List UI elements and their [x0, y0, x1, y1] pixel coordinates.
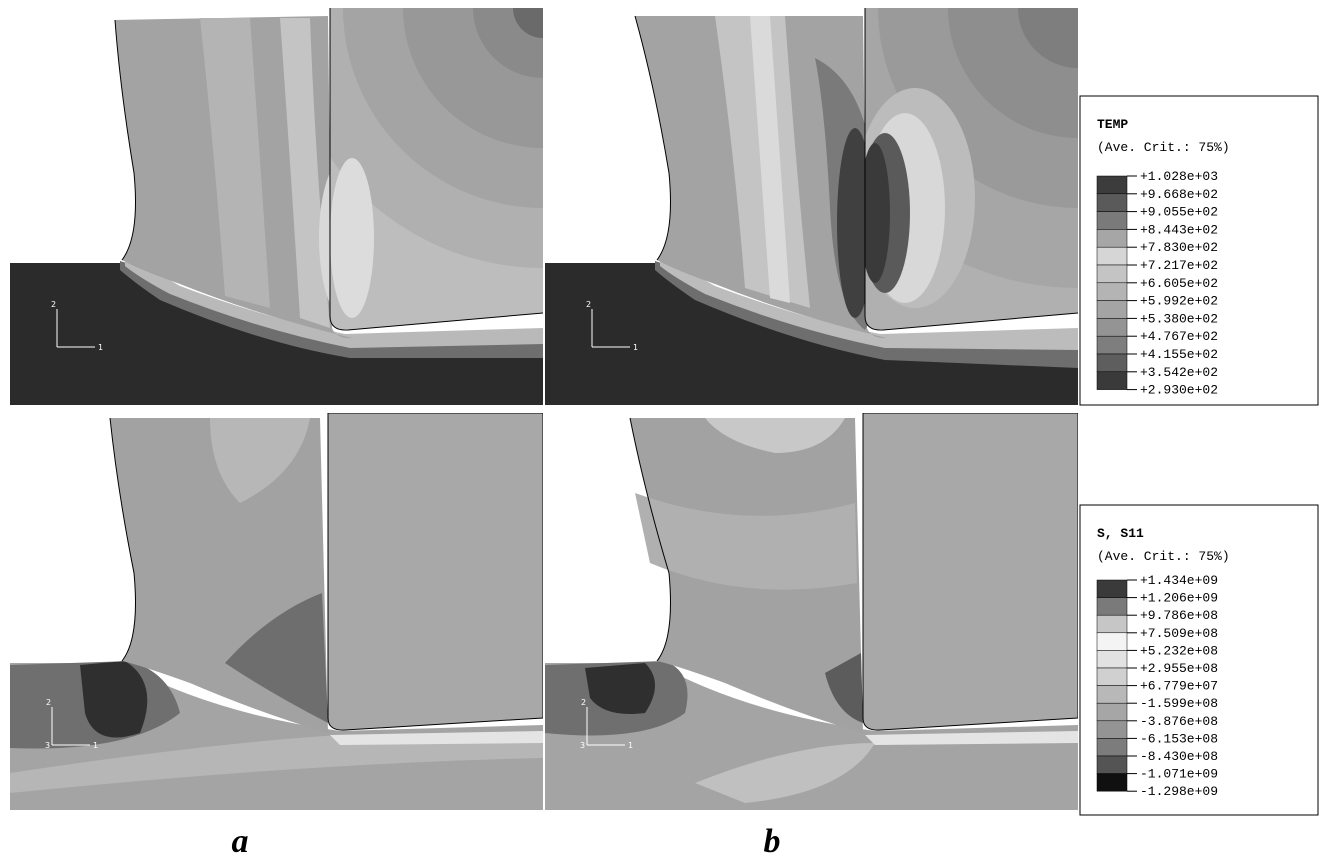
panel-label: b — [764, 823, 781, 860]
legend-value: -1.599e+08 — [1140, 696, 1218, 711]
legend-swatch — [1097, 703, 1127, 721]
legend-value: +5.232e+08 — [1140, 643, 1218, 658]
legend-value: +9.668e+02 — [1140, 187, 1218, 202]
legend-value: +5.380e+02 — [1140, 311, 1218, 326]
triad-label: 2 — [46, 698, 51, 707]
legend-value: +1.028e+03 — [1140, 169, 1218, 184]
triad-label: 3 — [45, 741, 50, 750]
legend-value: +7.509e+08 — [1140, 626, 1218, 641]
legend-swatch — [1097, 598, 1127, 616]
legend-swatch — [1097, 229, 1127, 247]
triad-label: 3 — [580, 741, 585, 750]
legend-value: -1.298e+09 — [1140, 784, 1218, 799]
legend-title: S, S11 — [1097, 526, 1144, 541]
legend-swatch — [1097, 301, 1127, 319]
legend-swatch — [1097, 580, 1127, 598]
legend-subtitle: (Ave. Crit.: 75%) — [1097, 549, 1230, 564]
legend-value: -8.430e+08 — [1140, 749, 1218, 764]
legend-swatch — [1097, 650, 1127, 668]
triad-label: 1 — [93, 741, 98, 750]
legend-swatch — [1097, 738, 1127, 756]
legend-value: +7.217e+02 — [1140, 258, 1218, 273]
legend-title: TEMP — [1097, 117, 1128, 132]
legend-swatch — [1097, 774, 1127, 792]
stress-panel-a — [10, 413, 543, 810]
legend-value: +8.443e+02 — [1140, 222, 1218, 237]
triad-label: 1 — [98, 343, 103, 352]
legend-subtitle: (Ave. Crit.: 75%) — [1097, 140, 1230, 155]
legend-value: +1.206e+09 — [1140, 591, 1218, 606]
legend-swatch — [1097, 176, 1127, 194]
legend-value: +9.786e+08 — [1140, 608, 1218, 623]
triad-label: 2 — [581, 698, 586, 707]
legend-swatch — [1097, 265, 1127, 283]
legend-value: +2.930e+02 — [1140, 383, 1218, 398]
legend-swatch — [1097, 686, 1127, 704]
legend-value: +4.767e+02 — [1140, 329, 1218, 344]
legend-swatch — [1097, 212, 1127, 230]
legend-value: +7.830e+02 — [1140, 240, 1218, 255]
legend-swatch — [1097, 721, 1127, 739]
legend-value: -1.071e+09 — [1140, 767, 1218, 782]
triad-label: 2 — [586, 300, 591, 309]
legend-value: +4.155e+02 — [1140, 347, 1218, 362]
stress-panel-b — [545, 413, 1078, 810]
legend-swatch — [1097, 372, 1127, 390]
legend-value: +2.955e+08 — [1140, 661, 1218, 676]
legend-swatch — [1097, 194, 1127, 212]
legend-swatch — [1097, 756, 1127, 774]
legend-value: +1.434e+09 — [1140, 573, 1218, 588]
legend-swatch — [1097, 247, 1127, 265]
legend-swatch — [1097, 615, 1127, 633]
legend-value: +5.992e+02 — [1140, 294, 1218, 309]
legend-value: +3.542e+02 — [1140, 365, 1218, 380]
legend-swatch — [1097, 336, 1127, 354]
legend-swatch — [1097, 283, 1127, 301]
legend-value: -6.153e+08 — [1140, 731, 1218, 746]
legend-value: +6.779e+07 — [1140, 679, 1218, 694]
figure: TEMP (Ave. Crit.: 75%) +1.028e+03 +9.668e+0… — [0, 0, 1325, 864]
triad-label: 1 — [633, 343, 638, 352]
triad-label: 1 — [628, 741, 633, 750]
legend-value: +6.605e+02 — [1140, 276, 1218, 291]
legend-value: +9.055e+02 — [1140, 205, 1218, 220]
triad-label: 2 — [51, 300, 56, 309]
legend-swatch — [1097, 354, 1127, 372]
legend-swatch — [1097, 668, 1127, 686]
legend-value: -3.876e+08 — [1140, 714, 1218, 729]
panel-label: a — [232, 823, 249, 860]
legend-swatch — [1097, 318, 1127, 336]
legend-swatch — [1097, 633, 1127, 651]
